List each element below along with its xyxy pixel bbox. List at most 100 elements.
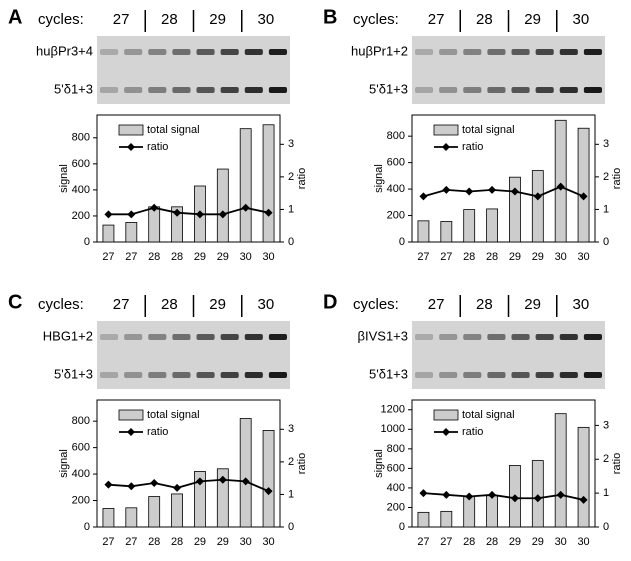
ratio-marker bbox=[465, 187, 474, 196]
bar bbox=[417, 220, 430, 243]
ratio-line bbox=[108, 478, 269, 493]
ratio-marker bbox=[150, 479, 159, 488]
x-tick-label: 28 bbox=[148, 251, 160, 263]
gel-band bbox=[463, 334, 482, 340]
y2-axis-label: ratio bbox=[611, 168, 623, 189]
bar bbox=[554, 119, 567, 243]
gel-band bbox=[244, 49, 263, 55]
legend-label: ratio bbox=[462, 426, 483, 438]
plot-frame bbox=[96, 114, 281, 243]
y2-tick-label: 0 bbox=[288, 521, 294, 533]
ratio-line bbox=[423, 185, 584, 198]
gel-band bbox=[172, 334, 191, 340]
cycle-label: 27 bbox=[428, 296, 445, 313]
cycles-label: cycles: bbox=[353, 296, 399, 313]
cycle-label: 30 bbox=[573, 296, 590, 313]
x-tick-label: 30 bbox=[577, 251, 589, 263]
gel-band bbox=[559, 334, 578, 340]
plot-frame bbox=[411, 399, 596, 528]
ratio-marker bbox=[442, 490, 451, 499]
legend-marker bbox=[442, 143, 450, 151]
gel-band bbox=[511, 87, 530, 93]
x-tick-label: 29 bbox=[532, 251, 544, 263]
gel-band bbox=[196, 372, 215, 378]
gel-band bbox=[559, 372, 578, 378]
bar bbox=[531, 170, 544, 243]
bar bbox=[486, 495, 498, 528]
bar bbox=[417, 511, 430, 528]
cycle-label: 30 bbox=[573, 11, 590, 28]
ratio-marker bbox=[127, 482, 136, 491]
x-tick-label: 30 bbox=[262, 251, 274, 263]
x-tick-label: 28 bbox=[486, 251, 498, 263]
gel-band bbox=[535, 334, 554, 340]
gel-band bbox=[268, 49, 287, 55]
gel-band bbox=[172, 49, 191, 55]
legend-swatch bbox=[118, 409, 144, 421]
ratio-marker bbox=[104, 210, 113, 219]
ratio-line bbox=[108, 206, 269, 216]
ratio-marker bbox=[104, 480, 113, 489]
ratio-marker bbox=[127, 210, 136, 219]
gel-band bbox=[463, 87, 482, 93]
x-tick-label: 27 bbox=[440, 251, 452, 263]
bar bbox=[262, 430, 275, 528]
x-tick-label: 27 bbox=[125, 251, 137, 263]
bar bbox=[463, 209, 476, 243]
x-tick-label: 30 bbox=[555, 536, 567, 548]
y-tick-label: 600 bbox=[387, 157, 405, 169]
gel-band bbox=[583, 49, 602, 55]
bar bbox=[531, 460, 544, 528]
gel-band bbox=[583, 334, 602, 340]
y-tick-label: 600 bbox=[387, 462, 405, 474]
gel-band bbox=[583, 87, 602, 93]
bar bbox=[102, 224, 115, 243]
cycles-label: cycles: bbox=[353, 11, 399, 28]
gel-band bbox=[268, 87, 287, 93]
gel-label: 5'δ1+3 bbox=[54, 81, 93, 96]
bar bbox=[440, 510, 453, 528]
gel-band bbox=[220, 334, 239, 340]
bar bbox=[262, 124, 275, 243]
bar bbox=[216, 168, 229, 243]
legend-swatch bbox=[118, 124, 144, 136]
y2-tick-label: 3 bbox=[288, 423, 294, 435]
y-tick-label: 800 bbox=[387, 443, 405, 455]
gel-band bbox=[268, 372, 287, 378]
ratio-marker bbox=[173, 208, 182, 217]
x-tick-label: 28 bbox=[463, 251, 475, 263]
y-tick-label: 200 bbox=[72, 494, 90, 506]
ratio-marker bbox=[533, 192, 542, 201]
gel-band bbox=[196, 49, 215, 55]
y2-axis-label: ratio bbox=[296, 453, 308, 474]
legend-marker bbox=[442, 428, 450, 436]
y2-tick-label: 2 bbox=[603, 171, 609, 183]
gel-band bbox=[124, 49, 143, 55]
ratio-marker bbox=[195, 210, 204, 219]
ratio-marker bbox=[218, 475, 227, 484]
ratio-marker bbox=[510, 187, 519, 196]
gel bbox=[412, 321, 605, 389]
y-tick-label: 200 bbox=[387, 501, 405, 513]
ratio-marker bbox=[556, 182, 565, 191]
y-tick-label: 400 bbox=[72, 468, 90, 480]
y2-tick-label: 1 bbox=[288, 203, 294, 215]
bar bbox=[440, 221, 453, 243]
y-tick-label: 600 bbox=[72, 158, 90, 170]
x-tick-label: 30 bbox=[240, 251, 252, 263]
ratio-marker bbox=[150, 203, 159, 212]
ratio-marker bbox=[419, 192, 428, 201]
y-tick-label: 600 bbox=[72, 442, 90, 454]
y2-axis-label: ratio bbox=[296, 168, 308, 189]
gel-band bbox=[511, 49, 530, 55]
ratio-marker bbox=[419, 489, 428, 498]
cycle-label: 29 bbox=[524, 296, 541, 313]
bar bbox=[239, 418, 252, 528]
gel-band bbox=[535, 49, 554, 55]
cycle-label: 30 bbox=[258, 11, 275, 28]
ratio-marker bbox=[579, 495, 588, 504]
plot-frame bbox=[96, 399, 281, 528]
gel-band bbox=[148, 334, 167, 340]
